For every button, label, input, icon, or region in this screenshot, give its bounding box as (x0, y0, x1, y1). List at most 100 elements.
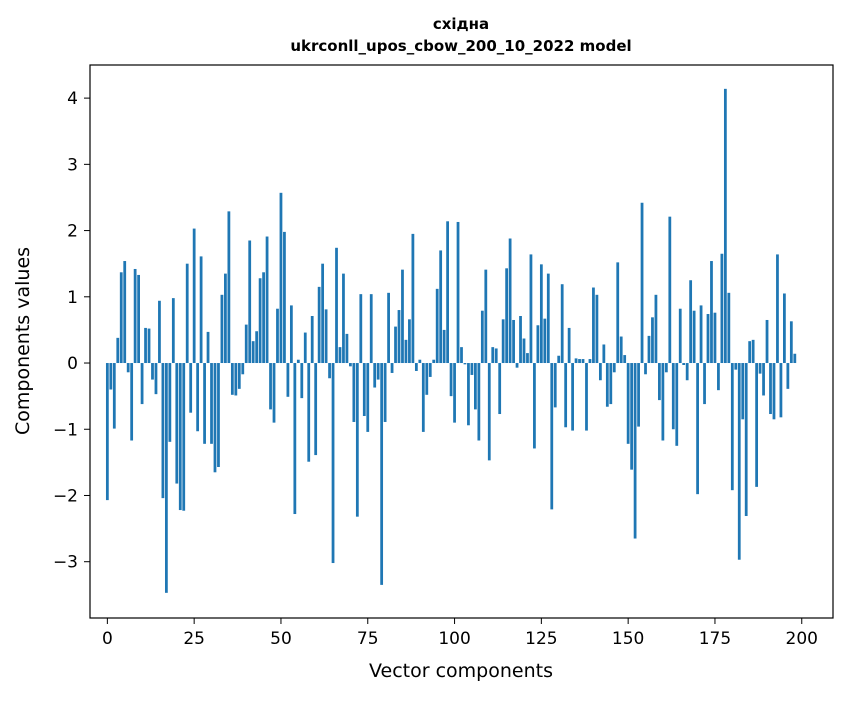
bar-168 (689, 280, 693, 364)
x-axis-label: Vector components (369, 660, 553, 682)
bar-149 (623, 355, 627, 364)
bar-104 (467, 363, 470, 426)
bar-40 (244, 324, 248, 364)
bar-39 (241, 363, 245, 375)
bar-158 (654, 294, 658, 364)
bar-37 (234, 363, 238, 396)
bar-176 (717, 363, 720, 391)
bar-97 (442, 329, 446, 364)
bar-157 (651, 317, 654, 364)
bar-119 (519, 316, 522, 364)
bar-191 (769, 363, 772, 415)
bar-112 (494, 348, 498, 364)
x-tick-label: 125 (525, 629, 557, 649)
bar-178 (723, 88, 727, 364)
bar-54 (293, 363, 297, 515)
bar-129 (553, 363, 557, 408)
bar-92 (425, 363, 429, 395)
x-tick-label: 75 (357, 629, 379, 649)
bar-132 (564, 363, 568, 428)
bar-114 (501, 319, 505, 364)
bar-12 (147, 328, 151, 364)
bar-99 (449, 363, 453, 397)
bar-2 (112, 363, 116, 429)
bar-184 (744, 363, 748, 517)
bar-24 (189, 363, 193, 413)
bar-134 (571, 363, 574, 431)
bar-8 (133, 268, 137, 364)
bar-85 (401, 269, 404, 364)
bar-123 (533, 363, 536, 449)
bar-127 (546, 273, 550, 364)
bar-165 (678, 308, 682, 364)
bar-153 (637, 363, 640, 427)
bar-46 (265, 236, 269, 364)
bar-77 (373, 363, 377, 388)
bar-151 (630, 363, 634, 470)
bar-139 (588, 359, 592, 364)
x-tick-label: 175 (699, 629, 731, 649)
bar-21 (178, 363, 182, 511)
x-tick-label: 50 (270, 629, 292, 649)
bar-166 (682, 363, 686, 366)
bar-126 (543, 318, 547, 364)
bar-145 (609, 363, 613, 405)
bar-131 (560, 284, 564, 364)
bar-122 (529, 254, 533, 364)
bar-43 (255, 331, 259, 364)
bar-62 (321, 263, 325, 364)
bar-95 (435, 288, 439, 364)
y-axis-label: Components values (12, 247, 34, 435)
bar-19 (171, 298, 175, 364)
bar-137 (581, 359, 585, 364)
bar-29 (206, 331, 210, 364)
y-tick-label: −2 (53, 486, 78, 506)
bar-152 (633, 363, 637, 539)
x-tick-label: 200 (786, 629, 818, 649)
bar-27 (199, 256, 203, 364)
bar-83 (394, 326, 397, 364)
bar-113 (498, 363, 502, 415)
bar-6 (126, 363, 130, 373)
bar-87 (408, 319, 411, 364)
y-tick-label: 2 (67, 222, 78, 242)
bar-140 (592, 287, 595, 364)
bar-69 (345, 333, 349, 364)
bar-118 (515, 363, 519, 368)
bar-68 (342, 273, 345, 364)
x-tick-label: 150 (612, 629, 644, 649)
bar-163 (671, 363, 675, 430)
bar-107 (477, 363, 481, 441)
bar-167 (685, 363, 689, 381)
bar-143 (602, 344, 606, 364)
bar-53 (289, 305, 293, 364)
bar-73 (359, 294, 363, 364)
bar-35 (227, 211, 231, 364)
bar-154 (640, 202, 644, 364)
bar-133 (567, 327, 571, 364)
bar-103 (463, 363, 467, 365)
bar-4 (119, 272, 123, 364)
bar-1 (109, 363, 113, 390)
y-tick-label: 1 (67, 288, 78, 308)
chart-title-line2: ukrconll_upos_cbow_200_10_2022 model (290, 37, 631, 55)
bar-174 (710, 261, 713, 364)
bar-109 (484, 269, 488, 364)
bar-31 (213, 363, 217, 473)
bar-150 (626, 363, 630, 444)
bar-111 (491, 347, 495, 364)
bar-71 (352, 363, 356, 422)
bar-65 (331, 363, 335, 564)
bar-147 (616, 262, 620, 364)
bar-116 (508, 238, 512, 364)
y-tick-label: −1 (53, 420, 78, 440)
bar-162 (668, 216, 672, 364)
bar-26 (196, 363, 200, 432)
bar-105 (470, 363, 474, 375)
bar-161 (664, 363, 668, 373)
bar-177 (720, 253, 724, 364)
x-tick-label: 100 (438, 629, 470, 649)
bar-74 (362, 363, 366, 417)
y-tick-label: 3 (67, 155, 78, 175)
bar-197 (789, 321, 793, 364)
